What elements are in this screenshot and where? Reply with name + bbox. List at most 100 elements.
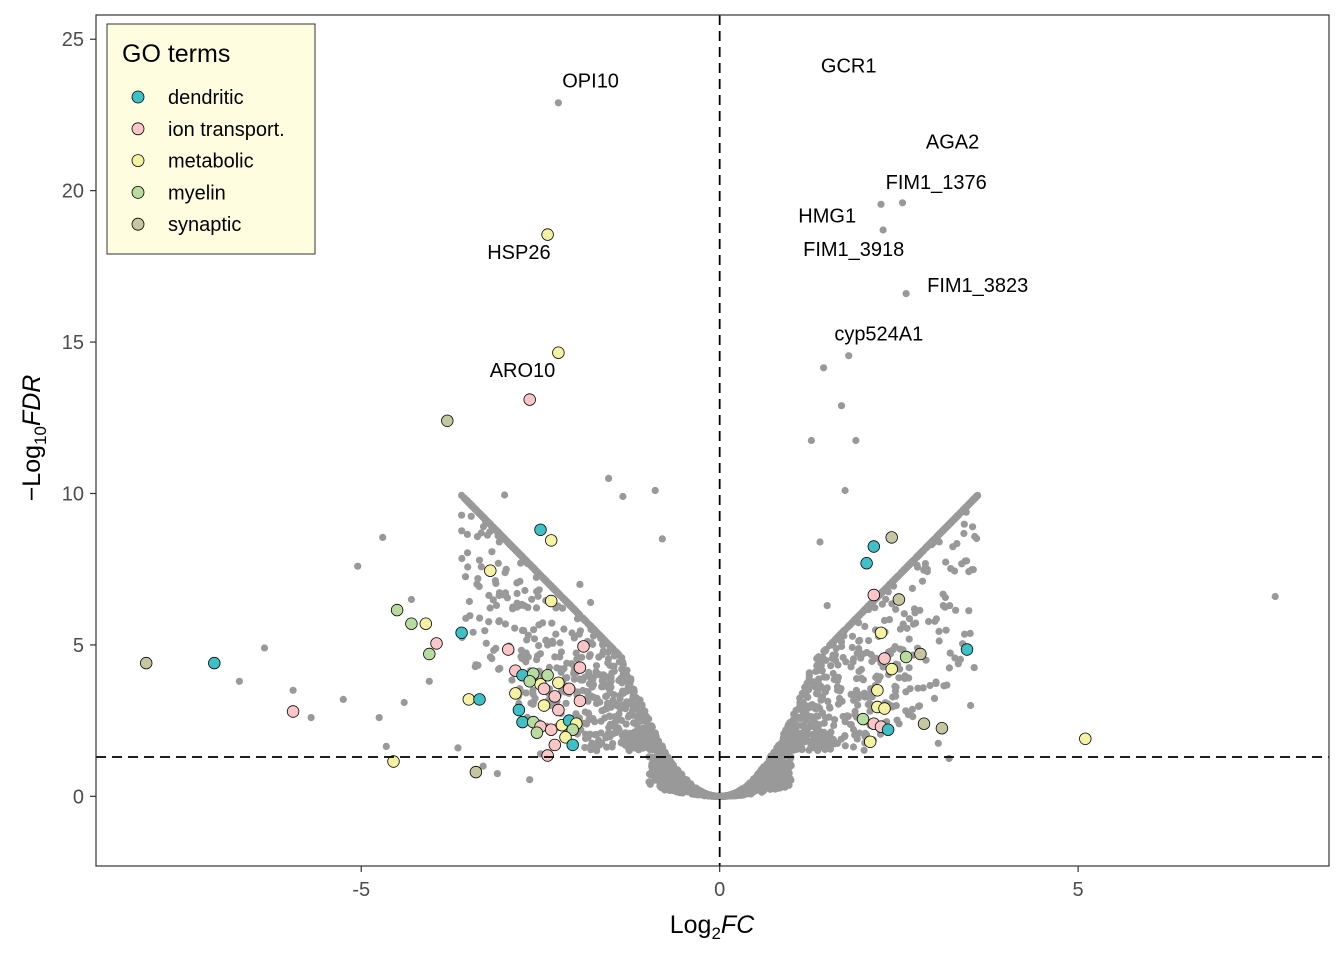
background-point <box>826 704 834 712</box>
background-point <box>777 751 785 760</box>
background-point <box>898 199 907 207</box>
background-point <box>536 650 545 658</box>
background-point <box>816 538 824 546</box>
background-point <box>584 688 592 696</box>
background-point <box>475 556 484 564</box>
background-point <box>473 533 481 541</box>
background-point <box>757 785 766 793</box>
background-point <box>485 591 493 600</box>
background-point <box>560 596 569 604</box>
background-point <box>912 619 920 627</box>
background-point <box>863 648 871 657</box>
background-point <box>458 527 466 535</box>
background-point <box>896 625 905 633</box>
background-point <box>906 685 914 693</box>
background-point <box>400 698 408 707</box>
background-point <box>905 664 913 672</box>
background-point <box>648 760 656 768</box>
background-point <box>570 675 579 683</box>
go-term-point <box>286 705 300 718</box>
background-point <box>710 792 719 800</box>
background-point <box>893 716 901 724</box>
background-point <box>855 667 863 676</box>
background-point <box>966 629 974 638</box>
go-term-point <box>530 726 544 739</box>
background-point <box>969 523 977 531</box>
gene-label: cyp524A1 <box>834 324 923 346</box>
background-point <box>495 589 504 597</box>
background-point <box>954 660 962 668</box>
background-point <box>818 735 826 743</box>
background-point <box>664 762 672 770</box>
background-points <box>235 99 1279 800</box>
background-point <box>892 702 900 710</box>
go-term-point <box>423 647 436 661</box>
go-term-point <box>523 393 536 406</box>
background-point <box>967 701 975 710</box>
background-point <box>789 745 797 753</box>
go-term-point <box>534 523 547 537</box>
background-point <box>496 664 504 673</box>
background-point <box>932 678 940 686</box>
background-point <box>883 584 891 592</box>
background-point <box>892 605 900 613</box>
background-point <box>681 776 689 784</box>
background-point <box>785 730 793 738</box>
background-point <box>821 647 829 656</box>
background-point <box>814 663 822 671</box>
background-point <box>908 705 916 714</box>
background-point <box>529 564 538 572</box>
background-point <box>585 668 593 677</box>
background-point <box>375 714 383 722</box>
background-point <box>804 686 812 694</box>
background-point <box>556 665 564 673</box>
background-point <box>942 626 950 634</box>
background-point <box>603 743 611 751</box>
background-point <box>479 762 487 770</box>
background-point <box>614 724 622 732</box>
background-point <box>610 667 618 675</box>
background-point <box>609 696 617 704</box>
background-point <box>914 684 922 692</box>
go-term-point <box>885 531 898 544</box>
background-point <box>877 200 885 208</box>
background-point <box>829 669 837 678</box>
gene-label: FIM1_1376 <box>886 172 987 194</box>
background-point <box>960 520 968 528</box>
background-point <box>603 702 612 710</box>
background-point <box>632 701 640 709</box>
background-point <box>606 720 614 729</box>
background-point <box>891 682 899 691</box>
background-point <box>834 673 843 682</box>
background-point <box>554 99 563 107</box>
y-axis-title: −Log10FDR <box>18 375 50 502</box>
background-point <box>852 686 861 694</box>
background-point <box>483 517 491 525</box>
background-point <box>817 683 825 691</box>
background-point <box>339 695 347 704</box>
background-point <box>934 739 942 747</box>
background-point <box>655 737 663 745</box>
reference-lines <box>96 15 1329 866</box>
background-point <box>501 569 509 577</box>
background-point <box>834 700 843 708</box>
background-point <box>454 744 462 752</box>
background-point <box>779 746 788 754</box>
y-tick-label: 15 <box>62 332 84 354</box>
background-point <box>586 730 594 738</box>
go-term-point <box>419 617 433 630</box>
background-point <box>597 729 605 737</box>
go-term-point <box>552 703 565 717</box>
background-point <box>647 741 655 749</box>
background-point <box>260 644 269 652</box>
go-term-point <box>208 656 221 670</box>
go-term-point <box>874 626 888 640</box>
background-point <box>860 746 868 754</box>
background-point <box>542 636 550 645</box>
background-point <box>609 740 617 748</box>
go-term-point <box>430 637 443 650</box>
background-point <box>585 710 593 718</box>
background-point <box>550 585 558 593</box>
background-point <box>893 573 901 581</box>
go-term-point <box>545 594 558 608</box>
